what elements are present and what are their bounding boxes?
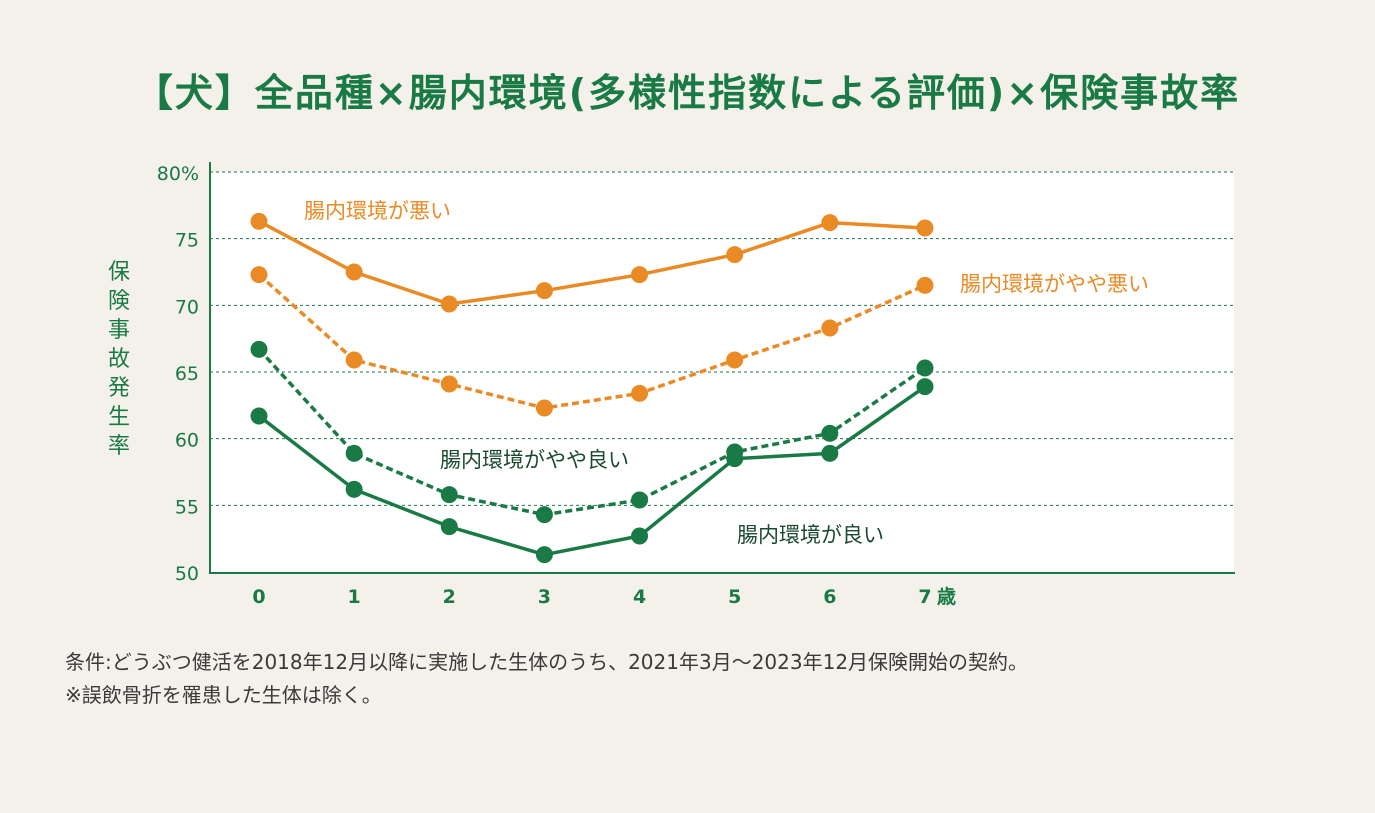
y-tick-label: 60 (175, 430, 199, 452)
data-point (631, 384, 649, 402)
x-tick-label: 1 (348, 586, 361, 608)
series-line (258, 219, 926, 306)
footnotes: 条件:どうぶつ健活を2018年12月以降に実施した生体のうち、2021年3月〜2… (65, 646, 1028, 712)
data-point (535, 399, 553, 417)
data-point (631, 266, 649, 284)
x-tick-label: 5 (728, 586, 741, 608)
series-label-somewhat-good: 腸内環境がやや良い (440, 448, 629, 472)
data-point (821, 424, 839, 442)
y-tick-labels: 50 55 60 65 70 75 80% (157, 163, 199, 585)
data-point (345, 351, 363, 369)
y-tick-label: 75 (175, 230, 199, 252)
data-point (631, 491, 649, 509)
y-tick-label: 65 (175, 363, 199, 385)
x-tick-label: 2 (443, 586, 456, 608)
chart-title: 【犬】全品種×腸内環境(多様性指数による評価)×保険事故率 (134, 71, 1241, 115)
series-label-somewhat-bad: 腸内環境がやや悪い (960, 272, 1149, 296)
data-point (821, 444, 839, 462)
data-point (821, 319, 839, 337)
data-point (250, 212, 268, 230)
data-point (440, 375, 458, 393)
data-point (726, 450, 744, 468)
data-point (250, 340, 268, 358)
grid-lines (210, 171, 1234, 506)
data-point (535, 546, 553, 564)
data-point (250, 407, 268, 425)
data-point (631, 527, 649, 545)
footnote-exclusion: ※誤飲骨折を罹患した生体は除く。 (65, 683, 382, 707)
y-tick-label: 80% (157, 163, 199, 185)
data-point (916, 276, 934, 294)
data-point (916, 359, 934, 377)
x-tick-label: 7 (918, 586, 931, 608)
data-point (345, 480, 363, 498)
data-point (916, 378, 934, 396)
data-point (916, 219, 934, 237)
y-tick-label: 70 (175, 296, 199, 318)
data-point (535, 506, 553, 524)
series-labels: 腸内環境が悪い 腸内環境がやや悪い 腸内環境がやや良い 腸内環境が良い (304, 199, 1149, 547)
x-tick-label: 6 (823, 586, 836, 608)
data-point (345, 263, 363, 281)
series-line (257, 385, 926, 557)
x-tick-label: 0 (252, 586, 265, 608)
series-label-bad: 腸内環境が悪い (304, 199, 451, 223)
y-tick-label: 55 (175, 496, 199, 518)
data-point (821, 214, 839, 232)
x-tick-label: 3 (538, 586, 551, 608)
data-point (440, 295, 458, 313)
data-point (726, 246, 744, 264)
data-point (726, 351, 744, 369)
data-point (440, 518, 458, 536)
x-tick-label: 4 (633, 586, 646, 608)
y-tick-label: 50 (175, 563, 199, 585)
data-point (440, 486, 458, 504)
y-axis-label: 保険事故発生率 (107, 260, 130, 459)
series-line (257, 348, 926, 517)
data-point (250, 266, 268, 284)
data-point (535, 282, 553, 300)
series-label-good: 腸内環境が良い (737, 523, 884, 547)
series-group (250, 212, 934, 564)
series-line (257, 273, 926, 410)
data-point (345, 444, 363, 462)
x-axis-unit: 歳 (937, 586, 956, 608)
footnote-conditions: 条件:どうぶつ健活を2018年12月以降に実施した生体のうち、2021年3月〜2… (65, 650, 1029, 674)
